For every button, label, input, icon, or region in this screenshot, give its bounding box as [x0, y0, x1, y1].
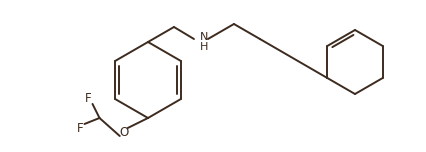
Text: F: F [77, 123, 84, 135]
Text: N
H: N H [200, 32, 208, 52]
Text: O: O [119, 126, 128, 138]
Text: F: F [85, 92, 92, 105]
